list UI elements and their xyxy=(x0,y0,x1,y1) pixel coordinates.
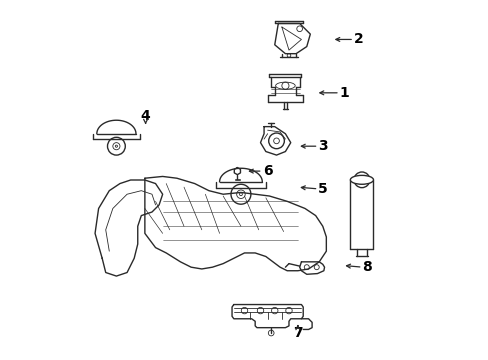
Text: 8: 8 xyxy=(362,260,371,274)
Text: 7: 7 xyxy=(292,326,302,340)
Text: 5: 5 xyxy=(317,182,327,196)
Ellipse shape xyxy=(349,175,373,184)
Text: 3: 3 xyxy=(317,139,327,153)
Text: 2: 2 xyxy=(353,32,363,46)
Circle shape xyxy=(115,145,117,147)
Circle shape xyxy=(239,193,242,195)
Text: 4: 4 xyxy=(140,109,149,123)
Text: 1: 1 xyxy=(339,86,348,100)
Text: 6: 6 xyxy=(262,164,272,178)
Circle shape xyxy=(358,177,364,183)
